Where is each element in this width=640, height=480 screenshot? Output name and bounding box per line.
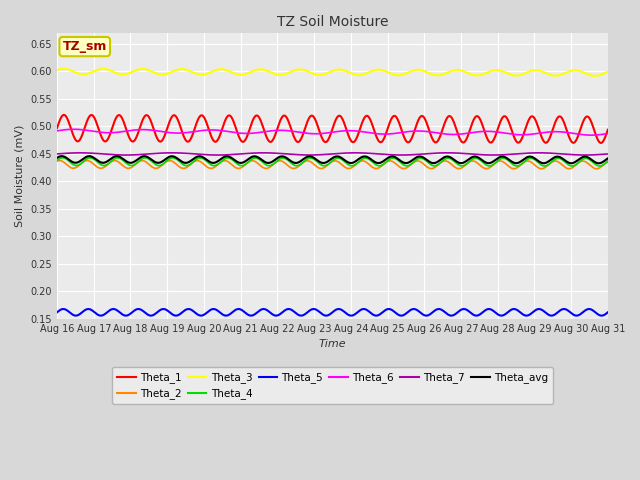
Theta_avg [595,160,602,166]
Theta_4 [378,162,386,168]
Theta_7 [53,151,61,157]
Theta_2 [593,166,600,172]
Theta_2 [53,158,61,164]
Theta_3 [577,69,585,74]
Theta_4 [80,158,88,164]
Theta_4 [586,156,593,162]
Theta_7 [156,150,164,156]
Theta_1 [282,114,290,120]
Theta_7 [604,151,612,157]
Theta_4 [577,158,585,164]
Theta_avg [577,155,585,161]
Line: Theta_5: Theta_5 [57,309,608,316]
Line: Theta_7: Theta_7 [57,153,608,155]
Theta_6 [378,131,386,137]
Theta_avg [58,153,65,159]
Theta_2 [604,159,612,165]
Theta_4 [53,157,61,163]
Theta_3 [604,69,612,75]
Theta_2 [577,158,585,164]
Theta_3 [53,67,61,73]
Theta_6 [577,132,585,137]
Line: Theta_6: Theta_6 [57,129,608,135]
X-axis label: Time: Time [319,339,346,349]
Theta_3 [60,66,68,72]
Title: TZ Soil Moisture: TZ Soil Moisture [276,15,388,29]
Theta_2 [156,164,164,170]
Theta_6 [156,128,164,134]
Theta_6 [80,127,88,133]
Text: TZ_sm: TZ_sm [63,40,107,53]
Theta_5 [53,310,61,315]
Theta_4 [604,158,612,164]
Theta_1 [53,125,61,131]
Line: Theta_1: Theta_1 [57,115,608,143]
Theta_7 [378,151,386,157]
Theta_4 [596,163,604,169]
Theta_7 [76,150,84,156]
Theta_2 [80,158,88,164]
Theta_4 [59,155,67,161]
Theta_1 [597,140,605,146]
Y-axis label: Soil Moisture (mV): Soil Moisture (mV) [15,125,25,227]
Theta_3 [591,73,598,79]
Theta_avg [282,155,290,161]
Theta_5 [156,308,163,313]
Legend: Theta_1, Theta_2, Theta_3, Theta_4, Theta_5, Theta_6, Theta_7, Theta_avg: Theta_1, Theta_2, Theta_3, Theta_4, Thet… [112,367,553,405]
Theta_avg [378,159,386,165]
Theta_1 [378,139,386,144]
Theta_2 [378,163,386,168]
Line: Theta_avg: Theta_avg [57,156,608,163]
Theta_2 [586,162,593,168]
Theta_1 [60,112,68,118]
Theta_2 [282,161,290,167]
Theta_3 [282,71,290,77]
Theta_avg [80,156,88,161]
Line: Theta_4: Theta_4 [57,158,608,166]
Theta_6 [282,128,290,133]
Line: Theta_3: Theta_3 [57,69,608,76]
Theta_5 [586,306,594,312]
Theta_avg [156,160,164,166]
Theta_5 [360,306,367,312]
Theta_1 [577,125,585,131]
Theta_7 [577,152,585,158]
Theta_6 [70,126,77,132]
Theta_7 [586,152,594,158]
Theta_avg [53,155,61,161]
Theta_3 [156,72,164,77]
Theta_7 [282,151,290,157]
Theta_4 [282,156,290,162]
Theta_5 [577,311,585,316]
Theta_5 [379,309,387,315]
Theta_1 [586,115,593,121]
Theta_3 [586,72,593,78]
Theta_1 [80,127,88,132]
Theta_avg [604,156,612,161]
Theta_6 [53,128,61,134]
Theta_6 [604,131,612,136]
Theta_3 [80,72,88,77]
Theta_6 [586,132,593,138]
Theta_2 [56,157,63,163]
Theta_5 [604,310,612,315]
Theta_4 [156,163,164,168]
Theta_5 [282,307,289,313]
Theta_7 [80,150,88,156]
Theta_5 [79,308,87,314]
Theta_1 [604,127,612,132]
Theta_3 [378,67,386,73]
Theta_7 [581,152,589,158]
Theta_5 [298,313,305,319]
Theta_6 [588,132,595,138]
Theta_1 [156,139,164,144]
Line: Theta_2: Theta_2 [57,160,608,169]
Theta_avg [586,156,593,161]
